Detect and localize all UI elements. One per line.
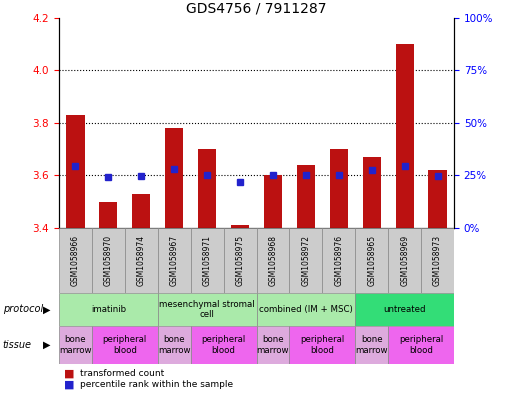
Text: GSM1058969: GSM1058969 — [400, 235, 409, 286]
Text: GSM1058968: GSM1058968 — [268, 235, 278, 286]
Bar — [297, 165, 315, 228]
Bar — [132, 194, 150, 228]
Text: bone
marrow: bone marrow — [356, 335, 388, 354]
Text: peripheral
blood: peripheral blood — [202, 335, 246, 354]
Text: percentile rank within the sample: percentile rank within the sample — [80, 380, 232, 389]
Text: GSM1058966: GSM1058966 — [71, 235, 80, 286]
Bar — [100, 202, 117, 228]
Bar — [428, 170, 447, 228]
Bar — [165, 128, 183, 228]
Bar — [355, 326, 388, 364]
Text: GSM1058974: GSM1058974 — [137, 235, 146, 286]
Bar — [224, 228, 256, 293]
Text: tissue: tissue — [3, 340, 32, 350]
Bar — [191, 326, 256, 364]
Bar — [92, 326, 158, 364]
Text: peripheral
blood: peripheral blood — [300, 335, 344, 354]
Bar — [59, 326, 92, 364]
Text: GSM1058973: GSM1058973 — [433, 235, 442, 286]
Text: GSM1058971: GSM1058971 — [203, 235, 212, 286]
Bar — [256, 326, 289, 364]
Bar — [289, 326, 355, 364]
Text: GSM1058970: GSM1058970 — [104, 235, 113, 286]
Text: bone
marrow: bone marrow — [256, 335, 289, 354]
Text: transformed count: transformed count — [80, 369, 164, 378]
Text: GSM1058965: GSM1058965 — [367, 235, 376, 286]
Bar — [59, 228, 92, 293]
Bar — [158, 326, 191, 364]
Bar — [396, 44, 413, 228]
Text: imatinib: imatinib — [91, 305, 126, 314]
Bar — [355, 293, 454, 326]
Text: ▶: ▶ — [43, 305, 50, 314]
Bar — [355, 228, 388, 293]
Bar — [59, 293, 158, 326]
Bar — [388, 326, 454, 364]
Bar — [256, 293, 355, 326]
Bar — [92, 228, 125, 293]
Text: combined (IM + MSC): combined (IM + MSC) — [259, 305, 353, 314]
Bar — [388, 228, 421, 293]
Bar — [158, 228, 191, 293]
Text: mesenchymal stromal
cell: mesenchymal stromal cell — [160, 300, 255, 319]
Bar — [125, 228, 158, 293]
Bar — [264, 175, 282, 228]
Bar — [256, 228, 289, 293]
Bar — [158, 293, 256, 326]
Text: peripheral
blood: peripheral blood — [103, 335, 147, 354]
Bar — [191, 228, 224, 293]
Text: ▶: ▶ — [43, 340, 50, 350]
Text: GSM1058967: GSM1058967 — [170, 235, 179, 286]
Bar — [421, 228, 454, 293]
Text: peripheral
blood: peripheral blood — [399, 335, 443, 354]
Bar — [363, 157, 381, 228]
Text: bone
marrow: bone marrow — [158, 335, 190, 354]
Bar — [289, 228, 322, 293]
Text: protocol: protocol — [3, 305, 43, 314]
Text: GDS4756 / 7911287: GDS4756 / 7911287 — [186, 2, 327, 16]
Text: GSM1058972: GSM1058972 — [301, 235, 310, 286]
Text: ■: ■ — [64, 379, 74, 389]
Bar — [322, 228, 355, 293]
Bar — [198, 149, 216, 228]
Bar — [330, 149, 348, 228]
Text: GSM1058975: GSM1058975 — [235, 235, 245, 286]
Text: GSM1058976: GSM1058976 — [334, 235, 343, 286]
Text: untreated: untreated — [383, 305, 426, 314]
Text: bone
marrow: bone marrow — [59, 335, 92, 354]
Bar — [231, 225, 249, 228]
Text: ■: ■ — [64, 368, 74, 378]
Bar — [66, 115, 85, 228]
